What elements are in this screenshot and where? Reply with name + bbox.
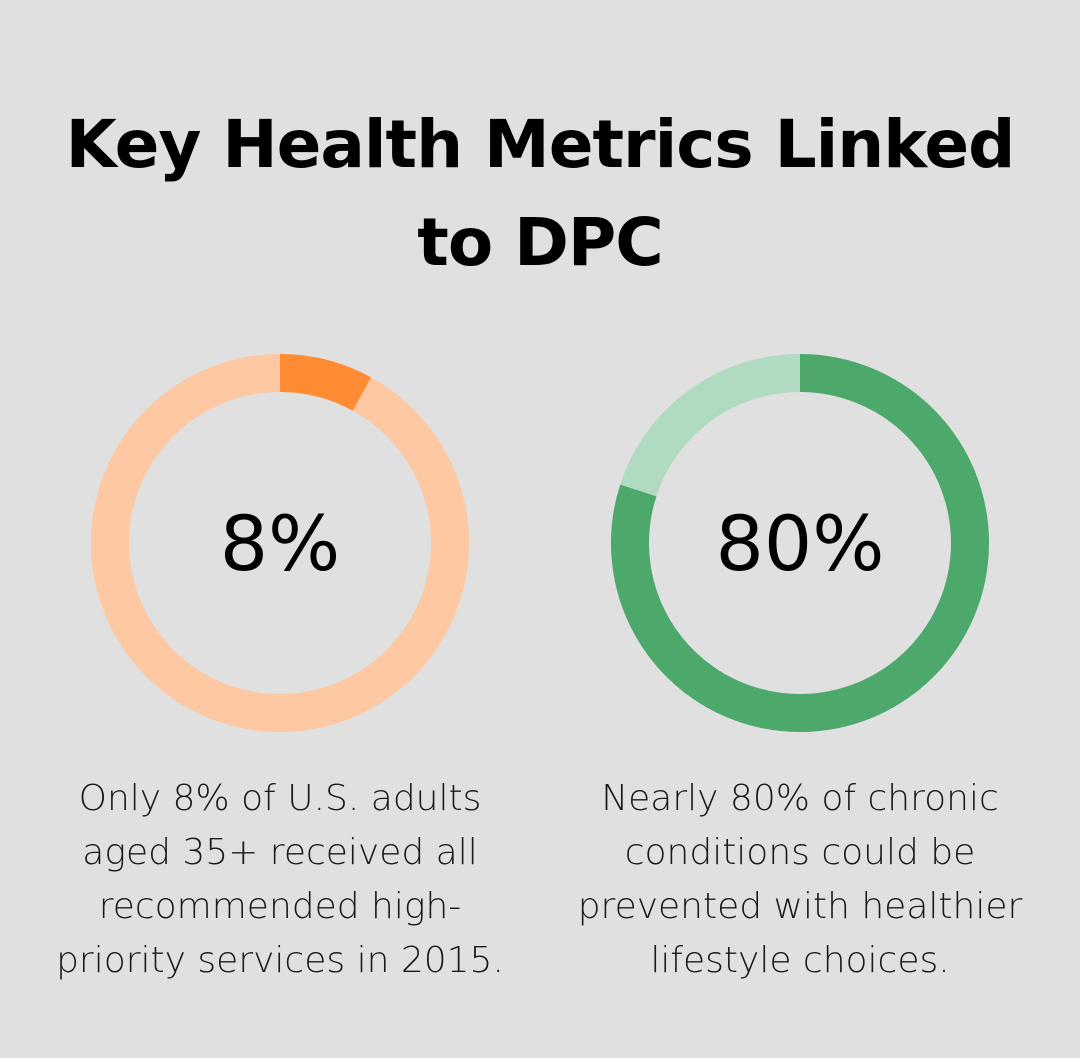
donut-1-filled-arc [279, 354, 372, 411]
donut-1-caption: Only 8% of U.S. adults aged 35+ received… [56, 778, 504, 981]
donut-chart-1: 8% [91, 354, 469, 732]
donut-2-caption: Nearly 80% of chronic conditions could b… [577, 778, 1023, 981]
donut-1-value-label: 8% [220, 499, 341, 588]
donut-2-value-label: 80% [716, 499, 885, 588]
page-title: Key Health Metrics Linked to DPC [65, 106, 1016, 281]
donut-chart-2: 80% [611, 354, 989, 732]
donut-2-filled-arc [611, 354, 989, 732]
